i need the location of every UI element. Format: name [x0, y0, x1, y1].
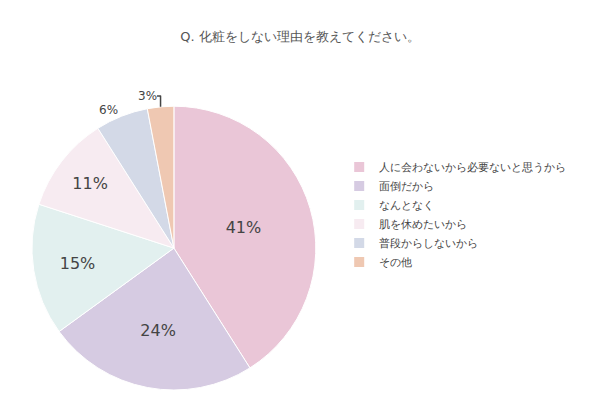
svg-text:普段からしないから: 普段からしないから — [379, 237, 478, 250]
svg-text:面倒だから: 面倒だから — [379, 180, 434, 193]
svg-text:Q. 化粧をしない理由を教えてください。: Q. 化粧をしない理由を教えてください。 — [180, 29, 420, 44]
svg-text:41%: 41% — [226, 218, 262, 237]
svg-text:その他: その他 — [379, 256, 412, 269]
svg-text:24%: 24% — [140, 321, 176, 340]
svg-text:6%: 6% — [99, 103, 118, 117]
svg-text:なんとなく: なんとなく — [379, 199, 434, 212]
svg-text:15%: 15% — [60, 254, 96, 273]
svg-text:11%: 11% — [72, 174, 108, 193]
svg-text:人に会わないから必要ないと思うから: 人に会わないから必要ないと思うから — [379, 161, 566, 174]
svg-text:肌を休めたいから: 肌を休めたいから — [379, 218, 467, 231]
svg-text:3%: 3% — [138, 89, 157, 103]
